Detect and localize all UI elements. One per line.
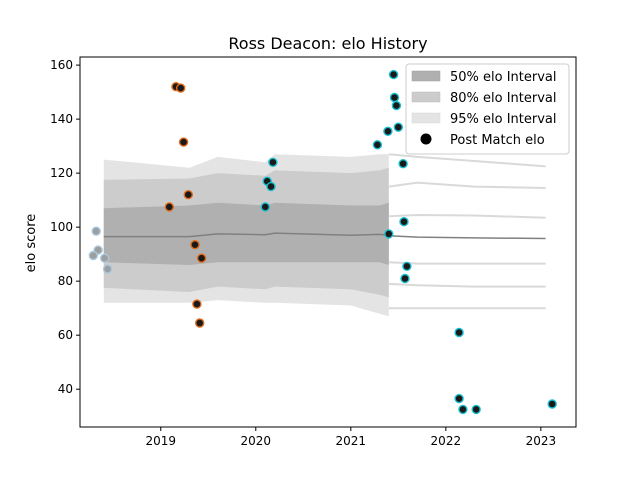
x-tick-label: 2023 [526, 434, 557, 448]
y-tick-label: 60 [58, 328, 73, 342]
plot-area-frame [79, 56, 577, 428]
x-tick-label: 2019 [145, 434, 176, 448]
legend-swatch-95 [411, 112, 441, 124]
elo-intervals [103, 153, 546, 317]
post-match-point [178, 137, 189, 147]
y-tick-label: 120 [50, 166, 73, 180]
x-tick-label: 2022 [431, 434, 462, 448]
mean-line-left [103, 232, 389, 238]
post-match-point [389, 92, 400, 103]
band-50-right-lower [388, 261, 546, 265]
y-tick-label: 100 [50, 220, 73, 234]
post-match-point [458, 404, 468, 415]
post-match-point [471, 404, 481, 415]
legend-label-95: 95% elo Interval [450, 112, 557, 127]
legend-label-50: 50% elo Interval [450, 70, 557, 85]
post-match-point [372, 140, 383, 150]
post-match-point [91, 226, 101, 236]
post-match-point [393, 122, 403, 132]
legend: 50% elo Interval 80% elo Interval 95% el… [405, 63, 570, 155]
post-match-point [99, 253, 110, 263]
post-match-point [547, 399, 557, 409]
post-match-point [194, 318, 205, 328]
post-match-point [391, 100, 402, 111]
post-match-point [388, 69, 399, 80]
x-tick-label: 2021 [336, 434, 367, 448]
post-match-point [383, 126, 393, 137]
post-match-point [454, 327, 464, 338]
post-match-point [175, 83, 186, 93]
post-match-point [399, 216, 409, 227]
x-tick-label: 2020 [241, 434, 272, 448]
x-axis-ticks: 2019 2020 2021 2022 2023 [145, 427, 556, 448]
post-match-point [384, 229, 394, 239]
post-match-point [102, 264, 113, 274]
post-match-point [260, 202, 270, 212]
legend-frame [405, 63, 570, 155]
post-match-point [402, 261, 412, 271]
band-80-right-lower [388, 282, 546, 288]
legend-label-80: 80% elo Interval [450, 91, 557, 106]
legend-swatch-50 [411, 70, 441, 82]
band-95-right-upper [388, 153, 546, 168]
post-match-point [164, 202, 175, 212]
chart-title: Ross Deacon: elo History [228, 34, 427, 53]
legend-marker-points [420, 133, 432, 145]
mean-line-right [388, 235, 546, 240]
post-match-point [268, 157, 278, 168]
y-tick-label: 160 [50, 58, 73, 72]
post-match-point [400, 273, 410, 284]
post-match-point [192, 299, 202, 309]
post-match-point [454, 393, 464, 404]
post-match-point [196, 253, 207, 263]
post-match-point [88, 250, 99, 261]
post-match-point [183, 189, 194, 200]
post-match-point [398, 158, 408, 169]
y-axis-ticks: 40 60 80 100 120 140 160 [50, 58, 80, 396]
y-tick-label: 140 [50, 112, 73, 126]
legend-swatch-80 [411, 91, 441, 103]
y-tick-label: 40 [58, 382, 73, 396]
y-axis-label: elo score [24, 214, 39, 273]
band-50-right-upper [388, 213, 546, 219]
post-match-points [88, 69, 557, 415]
post-match-point [266, 181, 276, 192]
post-match-point [190, 239, 200, 250]
legend-label-points: Post Match elo [450, 133, 545, 148]
y-tick-label: 80 [58, 274, 73, 288]
band-80-right-upper [388, 181, 546, 189]
